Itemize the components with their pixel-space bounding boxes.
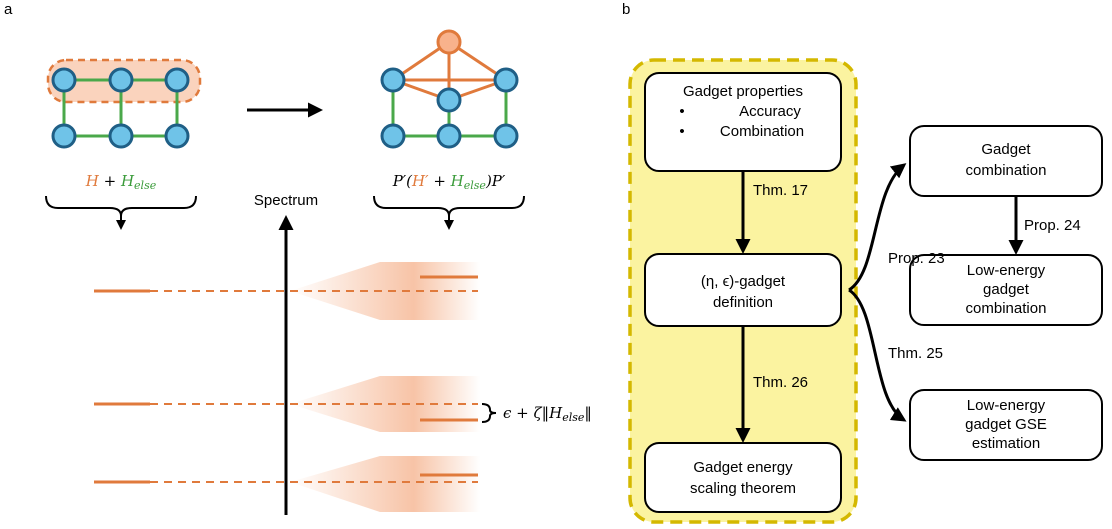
right-lattice [338, 29, 560, 149]
node [108, 123, 134, 149]
arrow-label-prop24: Prop. 24 [1024, 217, 1081, 234]
energy-window-2 [290, 376, 480, 432]
error-brace [481, 403, 497, 423]
gadget-combination-box: Gadget combination [909, 125, 1103, 197]
arrow-definition-to-gse [848, 288, 907, 422]
node [436, 123, 462, 149]
right-brace [373, 195, 525, 217]
node [51, 123, 77, 149]
bullet: • [679, 123, 684, 140]
energy-levels [94, 275, 478, 484]
left-formula: H + Helse [85, 172, 157, 192]
arrow-definition-to-combination [848, 163, 907, 292]
error-bound-formula: ϵ + ζ‖Helse‖ [503, 404, 592, 424]
right-formula: P′(H′ + Helse)P′ [392, 172, 506, 192]
node [493, 123, 519, 149]
scaling-theorem-line2: scaling theorem [690, 480, 796, 497]
panel-label-a: a [4, 1, 13, 18]
energy-window-3 [290, 456, 480, 512]
gadget-combination-line1: Gadget [981, 141, 1031, 158]
arrow-label-prop23: Prop. 23 [888, 250, 945, 267]
panel-label-b: b [622, 1, 630, 18]
node [108, 67, 134, 93]
node [436, 87, 462, 113]
gadget-definition-box: (η, ϵ)-gadget definition [644, 253, 842, 327]
low-energy-combination-line2: gadget [983, 281, 1030, 298]
low-energy-combination-line3: combination [966, 300, 1047, 317]
scaling-theorem-line1: Gadget energy [693, 459, 793, 476]
gadget-properties-item-accuracy: Accuracy [739, 103, 801, 120]
gse-estimation-line1: Low-energy [967, 397, 1046, 414]
node [164, 67, 190, 93]
left-brace [45, 195, 197, 217]
node [380, 123, 406, 149]
scaling-theorem-box: Gadget energy scaling theorem [644, 442, 842, 513]
node [51, 67, 77, 93]
gadget-combination-line2: combination [966, 162, 1047, 179]
node [164, 123, 190, 149]
gadget-definition-line2: definition [713, 294, 773, 311]
gadget-properties-box: Gadget properties • Accuracy • Combinati… [644, 72, 842, 172]
low-energy-combination-line1: Low-energy [967, 262, 1046, 279]
node [380, 67, 406, 93]
gadget-properties-item-combination: Combination [720, 123, 804, 140]
spectrum-label: Spectrum [254, 192, 318, 209]
low-energy-combination-box: Low-energy gadget combination [909, 254, 1103, 326]
ancilla-node [436, 29, 462, 55]
gadget-properties-title: Gadget properties [683, 83, 803, 100]
gse-estimation-line2: gadget GSE [965, 416, 1047, 433]
arrow-label-thm17: Thm. 17 [753, 182, 808, 199]
left-lattice [10, 58, 232, 149]
gse-estimation-line3: estimation [972, 435, 1040, 452]
arrow-label-thm26: Thm. 26 [753, 374, 808, 391]
bullet: • [679, 103, 684, 120]
node [493, 67, 519, 93]
gse-estimation-box: Low-energy gadget GSE estimation [909, 389, 1103, 461]
gadget-definition-line1: (η, ϵ)-gadget [701, 273, 786, 290]
arrow-label-thm25: Thm. 25 [888, 345, 943, 362]
